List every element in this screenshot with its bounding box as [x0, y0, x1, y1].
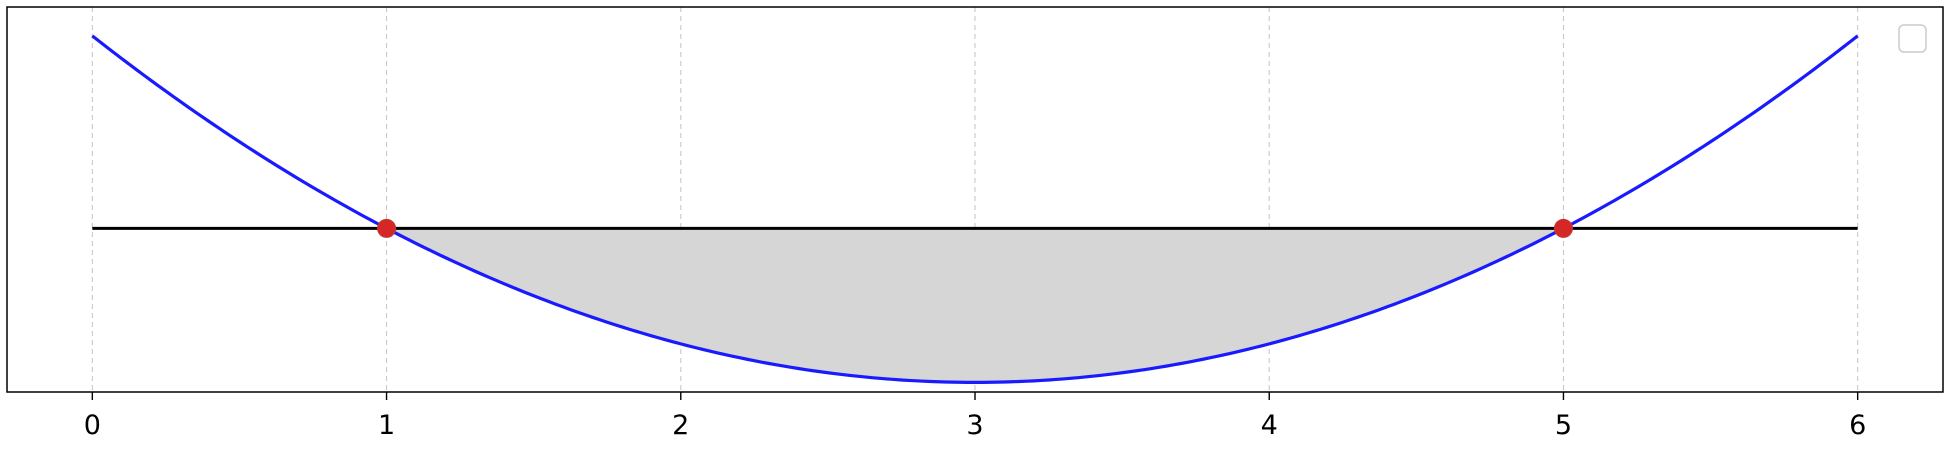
x-tick-label-5: 5 — [1555, 410, 1572, 441]
x-tick-label-1: 1 — [378, 410, 395, 441]
intersection-point-2 — [1553, 218, 1573, 238]
intersection-point-1 — [377, 218, 397, 238]
legend-box — [1898, 24, 1927, 53]
fill-layer — [386, 228, 1564, 383]
tick-layer: 0 1 2 3 4 5 6 — [84, 392, 1866, 441]
x-tick-label-6: 6 — [1849, 410, 1866, 441]
legend-layer — [1898, 24, 1927, 53]
x-tick-label-0: 0 — [84, 410, 101, 441]
grid-layer — [91, 7, 1859, 392]
x-tick-label-4: 4 — [1261, 410, 1278, 441]
x-tick-label-3: 3 — [966, 410, 983, 441]
point-layer — [377, 218, 1573, 238]
shaded-region — [386, 228, 1564, 383]
x-tick-label-2: 2 — [672, 410, 689, 441]
